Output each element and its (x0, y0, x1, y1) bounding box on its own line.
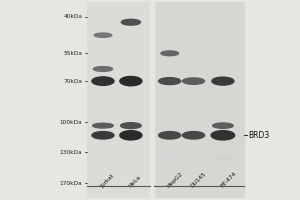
Ellipse shape (95, 182, 111, 185)
Ellipse shape (92, 77, 114, 85)
Ellipse shape (185, 156, 202, 159)
Text: Jurkat: Jurkat (99, 173, 115, 189)
Ellipse shape (120, 131, 142, 140)
Ellipse shape (121, 19, 140, 25)
Ellipse shape (120, 76, 142, 86)
Ellipse shape (93, 67, 112, 71)
Ellipse shape (162, 156, 178, 159)
Ellipse shape (211, 131, 235, 140)
Bar (150, 2, 154, 198)
Text: 70kDa: 70kDa (63, 79, 82, 84)
Text: BT-474: BT-474 (219, 171, 237, 189)
Ellipse shape (214, 156, 232, 160)
Text: 40kDa: 40kDa (63, 14, 82, 19)
Text: 170kDa: 170kDa (60, 181, 82, 186)
Ellipse shape (161, 51, 178, 56)
Text: HeLa: HeLa (128, 174, 142, 189)
Ellipse shape (212, 77, 234, 85)
Ellipse shape (182, 78, 205, 84)
Ellipse shape (213, 123, 233, 128)
Text: 55kDa: 55kDa (63, 51, 82, 56)
Ellipse shape (182, 132, 205, 139)
Ellipse shape (93, 123, 113, 128)
Ellipse shape (94, 33, 112, 37)
Ellipse shape (92, 132, 114, 139)
Text: DU145: DU145 (190, 171, 208, 189)
Text: 130kDa: 130kDa (60, 150, 82, 155)
Text: BRD3: BRD3 (248, 131, 270, 140)
Ellipse shape (121, 123, 141, 129)
Text: 100kDa: 100kDa (60, 120, 82, 125)
Ellipse shape (123, 182, 139, 185)
Ellipse shape (159, 78, 181, 85)
Bar (87, 2, 150, 198)
Text: HepG2: HepG2 (166, 171, 184, 189)
Ellipse shape (159, 132, 181, 139)
Bar (154, 2, 244, 198)
